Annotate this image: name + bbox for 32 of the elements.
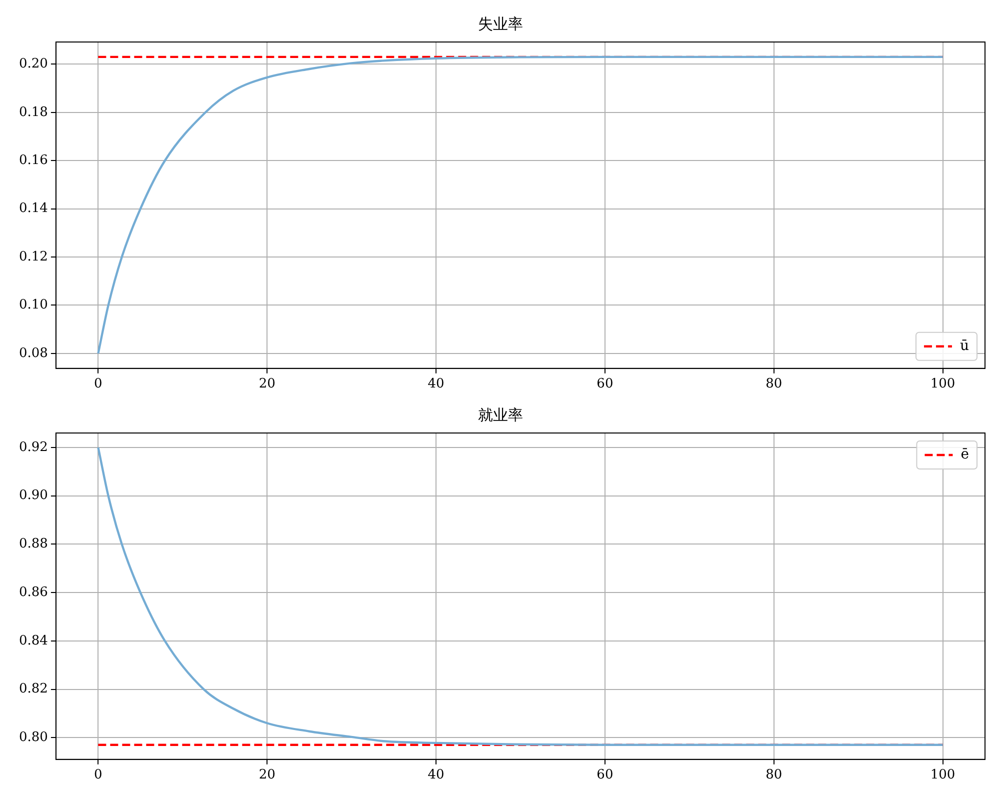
y-tick-label: 0.08 — [18, 346, 48, 361]
x-tick-label: 60 — [596, 376, 614, 392]
y-tick-label: 0.80 — [18, 730, 48, 746]
y-tick-label: 0.10 — [18, 298, 48, 313]
chart-title: 就业率 — [478, 406, 523, 424]
x-tick-label: 60 — [596, 768, 614, 783]
y-tick-label: 0.12 — [18, 249, 48, 264]
y-tick-label: 0.16 — [18, 152, 48, 168]
y-tick-label: 0.82 — [18, 682, 48, 697]
line-series — [97, 446, 944, 746]
legend-label: ū — [960, 338, 970, 354]
y-tick-label: 0.92 — [18, 440, 48, 455]
y-tick-label: 0.14 — [18, 201, 48, 216]
legend-label: ē — [960, 446, 970, 463]
y-tick-label: 0.90 — [18, 488, 48, 504]
x-tick-label: 80 — [766, 376, 782, 392]
y-tick-label: 0.84 — [18, 633, 48, 648]
x-tick-label: 100 — [930, 768, 956, 783]
y-tick-label: 0.88 — [18, 536, 48, 552]
x-tick-label: 0 — [94, 768, 102, 783]
x-tick-label: 20 — [258, 768, 276, 783]
y-tick-label: 0.20 — [18, 56, 48, 72]
x-tick-label: 40 — [428, 376, 444, 392]
line-series — [97, 56, 944, 355]
y-tick-label: 0.18 — [18, 104, 48, 120]
x-tick-label: 20 — [258, 376, 276, 392]
chart-title: 失业率 — [478, 14, 523, 33]
x-tick-label: 40 — [428, 768, 444, 783]
y-tick-label: 0.86 — [18, 584, 48, 600]
x-tick-label: 0 — [94, 376, 102, 392]
x-tick-label: 100 — [930, 376, 956, 392]
x-tick-label: 80 — [766, 768, 782, 783]
